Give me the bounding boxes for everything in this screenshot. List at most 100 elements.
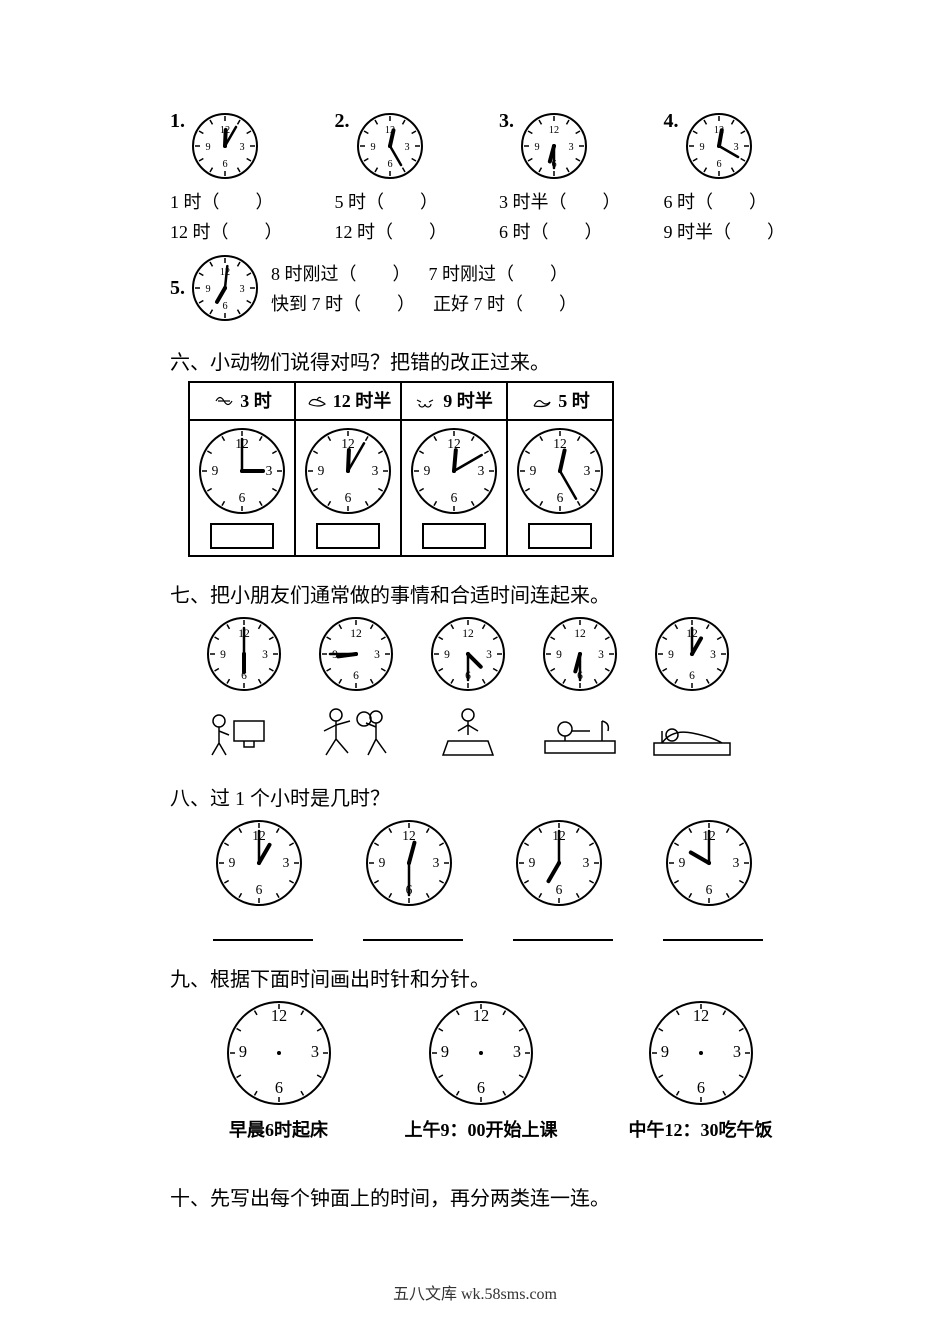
choice-text: 3 时半（ ） <box>499 188 656 214</box>
answer-box[interactable] <box>528 523 592 549</box>
duck-icon <box>305 392 329 415</box>
choice-text: 正好 7 时（ ） <box>433 294 577 314</box>
answer-blank[interactable] <box>363 939 463 941</box>
q9-item: 36912 上午9：00开始上课 <box>405 998 558 1142</box>
item-number: 5. <box>170 277 185 300</box>
svg-text:12: 12 <box>692 1006 708 1025</box>
clock-icon: 36912 <box>514 425 606 517</box>
svg-text:3: 3 <box>310 1042 318 1061</box>
answer-box[interactable] <box>316 523 380 549</box>
svg-text:3: 3 <box>598 649 604 661</box>
svg-text:6: 6 <box>477 1078 485 1097</box>
activity-play-ball <box>304 700 409 760</box>
q5-item-1: 1. 36912 1 时（ ） 12 时（ ） <box>170 110 327 244</box>
svg-text:3: 3 <box>404 142 409 153</box>
empty-clock-icon[interactable]: 36912 <box>426 998 536 1108</box>
activity-eat <box>416 700 521 760</box>
cell-label: 9 时半 <box>443 391 493 411</box>
svg-text:9: 9 <box>441 1042 449 1061</box>
svg-text:9: 9 <box>679 855 686 870</box>
q5-item-4: 4. 36912 6 时（ ） 9 时半（ ） <box>664 110 821 244</box>
svg-text:9: 9 <box>238 1042 246 1061</box>
section6-table: 3 时 12 时半 9 时半 5 时 36912 36912 36912 369… <box>188 381 614 557</box>
svg-text:9: 9 <box>668 649 674 661</box>
answer-blank[interactable] <box>513 939 613 941</box>
svg-text:3: 3 <box>283 855 290 870</box>
svg-text:12: 12 <box>402 828 415 843</box>
cell-label: 3 时 <box>240 391 272 411</box>
svg-text:6: 6 <box>239 490 246 505</box>
answer-blank[interactable] <box>213 939 313 941</box>
svg-text:9: 9 <box>534 142 539 153</box>
clock-icon: 36912 <box>408 425 500 517</box>
svg-text:6: 6 <box>274 1078 282 1097</box>
choice-text: 5 时（ ） <box>335 188 492 214</box>
clock-icon: 36912 <box>428 614 508 694</box>
clock-icon: 36912 <box>652 614 732 694</box>
svg-text:6: 6 <box>696 1078 704 1097</box>
svg-text:12: 12 <box>462 628 474 640</box>
svg-text:3: 3 <box>584 463 591 478</box>
svg-text:3: 3 <box>710 649 716 661</box>
clock-icon: 36912 <box>204 614 284 694</box>
activity-wake-up <box>528 700 633 760</box>
svg-text:6: 6 <box>706 882 713 897</box>
svg-text:3: 3 <box>266 463 273 478</box>
empty-clock-icon[interactable]: 3 6 9 12 <box>224 998 334 1108</box>
choice-text: 6 时（ ） <box>499 218 656 244</box>
cell-label: 5 时 <box>558 391 590 411</box>
section7-heading: 七、把小朋友们通常做的事情和合适时间连起来。 <box>170 579 820 608</box>
answer-blank[interactable] <box>663 939 763 941</box>
section6-heading: 六、小动物们说得对吗？把错的改正过来。 <box>170 346 820 375</box>
svg-text:9: 9 <box>205 284 210 295</box>
clock-icon: 36912 <box>302 425 394 517</box>
q8-item: 36912 <box>213 817 313 941</box>
page: 1. 36912 1 时（ ） 12 时（ ） 2. 36912 5 时（ ） … <box>0 0 950 1344</box>
svg-text:9: 9 <box>530 463 537 478</box>
q5-item-3: 3. 36912 3 时半（ ） 6 时（ ） <box>499 110 656 244</box>
choice-text: 8 时刚过（ ） <box>271 264 411 284</box>
q8-item: 36912 <box>663 817 763 941</box>
time-label: 早晨6时起床 <box>224 1116 334 1142</box>
choice-text: 12 时（ ） <box>335 218 492 244</box>
svg-text:3: 3 <box>478 463 485 478</box>
q5-item-5: 5. 36912 8 时刚过（ ） 7 时刚过（ ） 快到 7 时（ ） 正好 … <box>170 252 820 324</box>
q8-item: 36912 <box>513 817 613 941</box>
svg-text:3: 3 <box>733 855 740 870</box>
answer-box[interactable] <box>422 523 486 549</box>
svg-text:12: 12 <box>574 628 586 640</box>
svg-text:9: 9 <box>318 463 325 478</box>
svg-text:3: 3 <box>239 142 244 153</box>
svg-text:6: 6 <box>222 159 227 170</box>
activity-computer <box>192 700 297 760</box>
choice-text: 9 时半（ ） <box>664 218 821 244</box>
choice-text: 1 时（ ） <box>170 188 327 214</box>
svg-text:9: 9 <box>205 142 210 153</box>
section9-heading: 九、根据下面时间画出时针和分针。 <box>170 963 820 992</box>
choice-text: 快到 7 时（ ） <box>271 294 415 314</box>
empty-clock-icon[interactable]: 3 6 9 12 <box>646 998 756 1108</box>
svg-text:9: 9 <box>212 463 219 478</box>
answer-box[interactable] <box>210 523 274 549</box>
section8-heading: 八、过 1 个小时是几时？ <box>170 782 820 811</box>
svg-text:6: 6 <box>353 670 359 682</box>
svg-text:9: 9 <box>424 463 431 478</box>
svg-text:6: 6 <box>689 670 695 682</box>
svg-text:3: 3 <box>732 1042 740 1061</box>
svg-text:6: 6 <box>387 159 392 170</box>
section5-row: 1. 36912 1 时（ ） 12 时（ ） 2. 36912 5 时（ ） … <box>170 110 820 244</box>
choice-text: 12 时（ ） <box>170 218 327 244</box>
svg-text:9: 9 <box>379 855 386 870</box>
svg-text:3: 3 <box>583 855 590 870</box>
svg-text:12: 12 <box>270 1006 286 1025</box>
svg-text:12: 12 <box>549 125 559 136</box>
clock-icon: 36912 <box>513 817 605 909</box>
svg-text:6: 6 <box>222 301 227 312</box>
q5-sub5-texts: 8 时刚过（ ） 7 时刚过（ ） 快到 7 时（ ） 正好 7 时（ ） <box>271 260 577 316</box>
clock-icon: 36912 <box>189 252 261 324</box>
svg-text:9: 9 <box>229 855 236 870</box>
svg-text:6: 6 <box>256 882 263 897</box>
choice-text: 7 时刚过（ ） <box>429 264 569 284</box>
clock-icon: 36912 <box>540 614 620 694</box>
svg-text:9: 9 <box>660 1042 668 1061</box>
